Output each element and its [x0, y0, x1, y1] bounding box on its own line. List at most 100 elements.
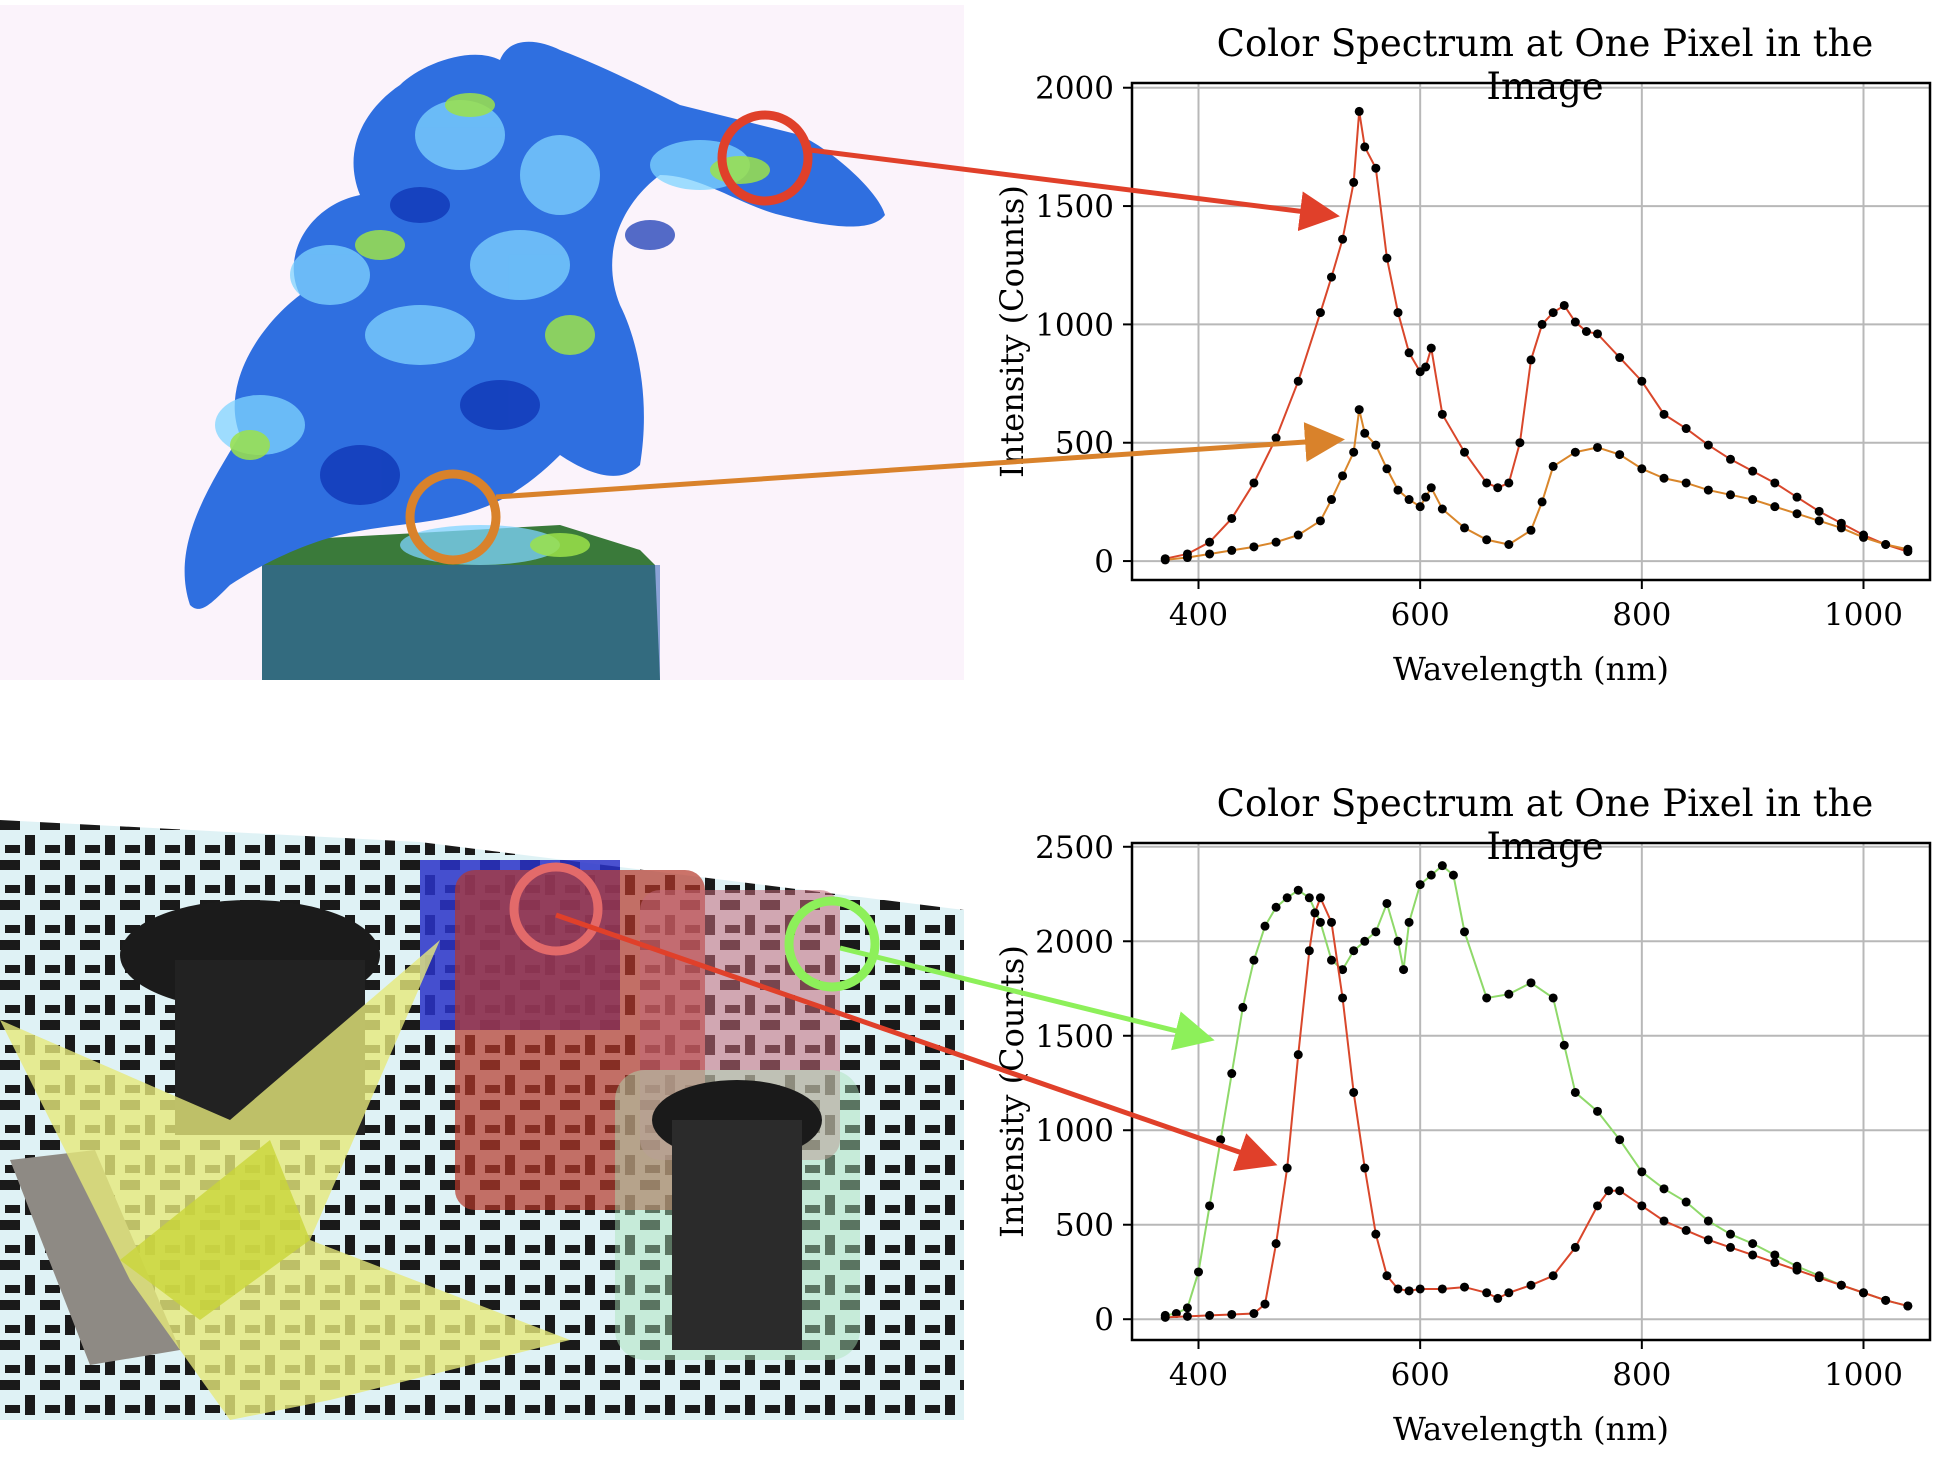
data-point: [1504, 540, 1514, 549]
data-point: [1271, 433, 1281, 443]
data-point: [1559, 1040, 1569, 1050]
data-point: [1460, 447, 1469, 457]
pixel-marker-circle-pink: [509, 862, 603, 956]
data-point: [1415, 880, 1425, 890]
spectrum-chart-bottom: Color Spectrum at One Pixel in the Image…: [975, 760, 1934, 1480]
data-point: [1160, 555, 1170, 565]
data-point: [1593, 329, 1602, 339]
data-point: [1426, 483, 1436, 493]
axes-frame: [1130, 841, 1932, 1342]
data-point: [1216, 1135, 1226, 1145]
data-point: [1726, 454, 1735, 464]
data-point: [1349, 447, 1359, 457]
data-point: [1681, 424, 1691, 434]
series-1: [1160, 405, 1913, 565]
data-point: [1504, 989, 1514, 999]
data-point: [1338, 965, 1348, 975]
data-point: [1681, 1225, 1691, 1235]
spectrum-chart-top: Color Spectrum at One Pixel in the Image…: [975, 0, 1934, 720]
data-point: [1748, 495, 1758, 505]
data-point: [1437, 504, 1447, 514]
data-point: [1526, 1280, 1536, 1290]
data-point: [1415, 502, 1425, 512]
data-point: [1504, 1288, 1514, 1298]
y-axis-label: Intensity (Counts): [993, 185, 1031, 478]
data-point: [1460, 1282, 1469, 1292]
data-point: [1249, 1309, 1259, 1319]
chart-plot-area: 400 600 800 10000500100015002000Wavelength …: [993, 71, 1932, 688]
data-point: [1249, 478, 1259, 488]
data-point: [1382, 464, 1392, 474]
data-point: [1371, 440, 1381, 450]
data-point: [1593, 442, 1602, 452]
data-point: [1770, 1250, 1780, 1260]
data-point: [1748, 1239, 1758, 1249]
data-point: [1615, 450, 1625, 460]
x-tick-label: 600: [1391, 1357, 1450, 1393]
x-tick-label: 400: [1169, 597, 1228, 633]
data-point: [1227, 1309, 1237, 1319]
data-point: [1293, 885, 1303, 895]
data-point: [1593, 1106, 1602, 1116]
data-point: [1814, 1273, 1824, 1283]
data-point: [1310, 908, 1320, 918]
data-point: [1836, 1280, 1846, 1290]
data-point: [1659, 473, 1669, 483]
data-point: [1903, 1301, 1913, 1311]
data-point: [1570, 1087, 1580, 1097]
data-point: [1903, 544, 1913, 554]
data-point: [1515, 438, 1525, 448]
x-tick-label: 800: [1612, 597, 1671, 633]
data-point: [1859, 1288, 1868, 1298]
data-point: [1559, 300, 1569, 310]
data-point: [1338, 471, 1348, 481]
data-point: [1814, 506, 1824, 516]
data-point: [1703, 1216, 1713, 1226]
data-point: [1770, 1258, 1780, 1268]
y-tick-label: 500: [1055, 1208, 1114, 1244]
data-point: [1271, 537, 1281, 547]
data-point: [1371, 1229, 1381, 1239]
data-point: [1581, 327, 1591, 336]
data-point: [1615, 1135, 1625, 1145]
data-point: [1415, 1284, 1425, 1294]
data-point: [1360, 1163, 1370, 1173]
data-point: [1315, 917, 1325, 927]
data-point: [1726, 1229, 1735, 1239]
data-point: [1327, 495, 1336, 505]
transparent-objects-scene-image: [0, 820, 964, 1420]
data-point: [1548, 461, 1558, 471]
data-point: [1315, 308, 1325, 318]
data-point: [1249, 542, 1259, 552]
data-point: [1249, 955, 1259, 965]
data-point: [1393, 936, 1403, 946]
data-point: [1637, 376, 1647, 386]
data-point: [1537, 497, 1547, 507]
data-point: [1814, 516, 1824, 526]
x-tick-label: 1000: [1824, 597, 1903, 633]
data-point: [1637, 1201, 1647, 1211]
data-point: [1382, 898, 1392, 908]
annotation-overlay: [405, 110, 1345, 1172]
data-point: [1726, 1242, 1735, 1252]
data-point: [1482, 993, 1492, 1003]
data-point: [1260, 921, 1270, 931]
pixel-marker-circle-red: [717, 110, 813, 206]
data-point: [1748, 466, 1758, 476]
data-point: [1726, 490, 1735, 500]
data-point: [1349, 946, 1359, 956]
data-point: [1354, 106, 1364, 116]
x-axis-label: Wavelength (nm): [1393, 650, 1669, 688]
data-point: [1881, 540, 1891, 549]
data-point: [1399, 965, 1409, 975]
x-tick-label: 1000: [1824, 1357, 1903, 1393]
data-point: [1460, 927, 1469, 937]
arrow-red-top: [809, 147, 1340, 232]
y-tick-label: 2000: [1035, 924, 1114, 960]
data-point: [1493, 1293, 1503, 1303]
x-tick-label: 600: [1391, 597, 1450, 633]
data-point: [1482, 535, 1492, 545]
data-point: [1205, 537, 1215, 547]
data-point: [1160, 1312, 1170, 1322]
axes-frame: [1130, 81, 1932, 582]
